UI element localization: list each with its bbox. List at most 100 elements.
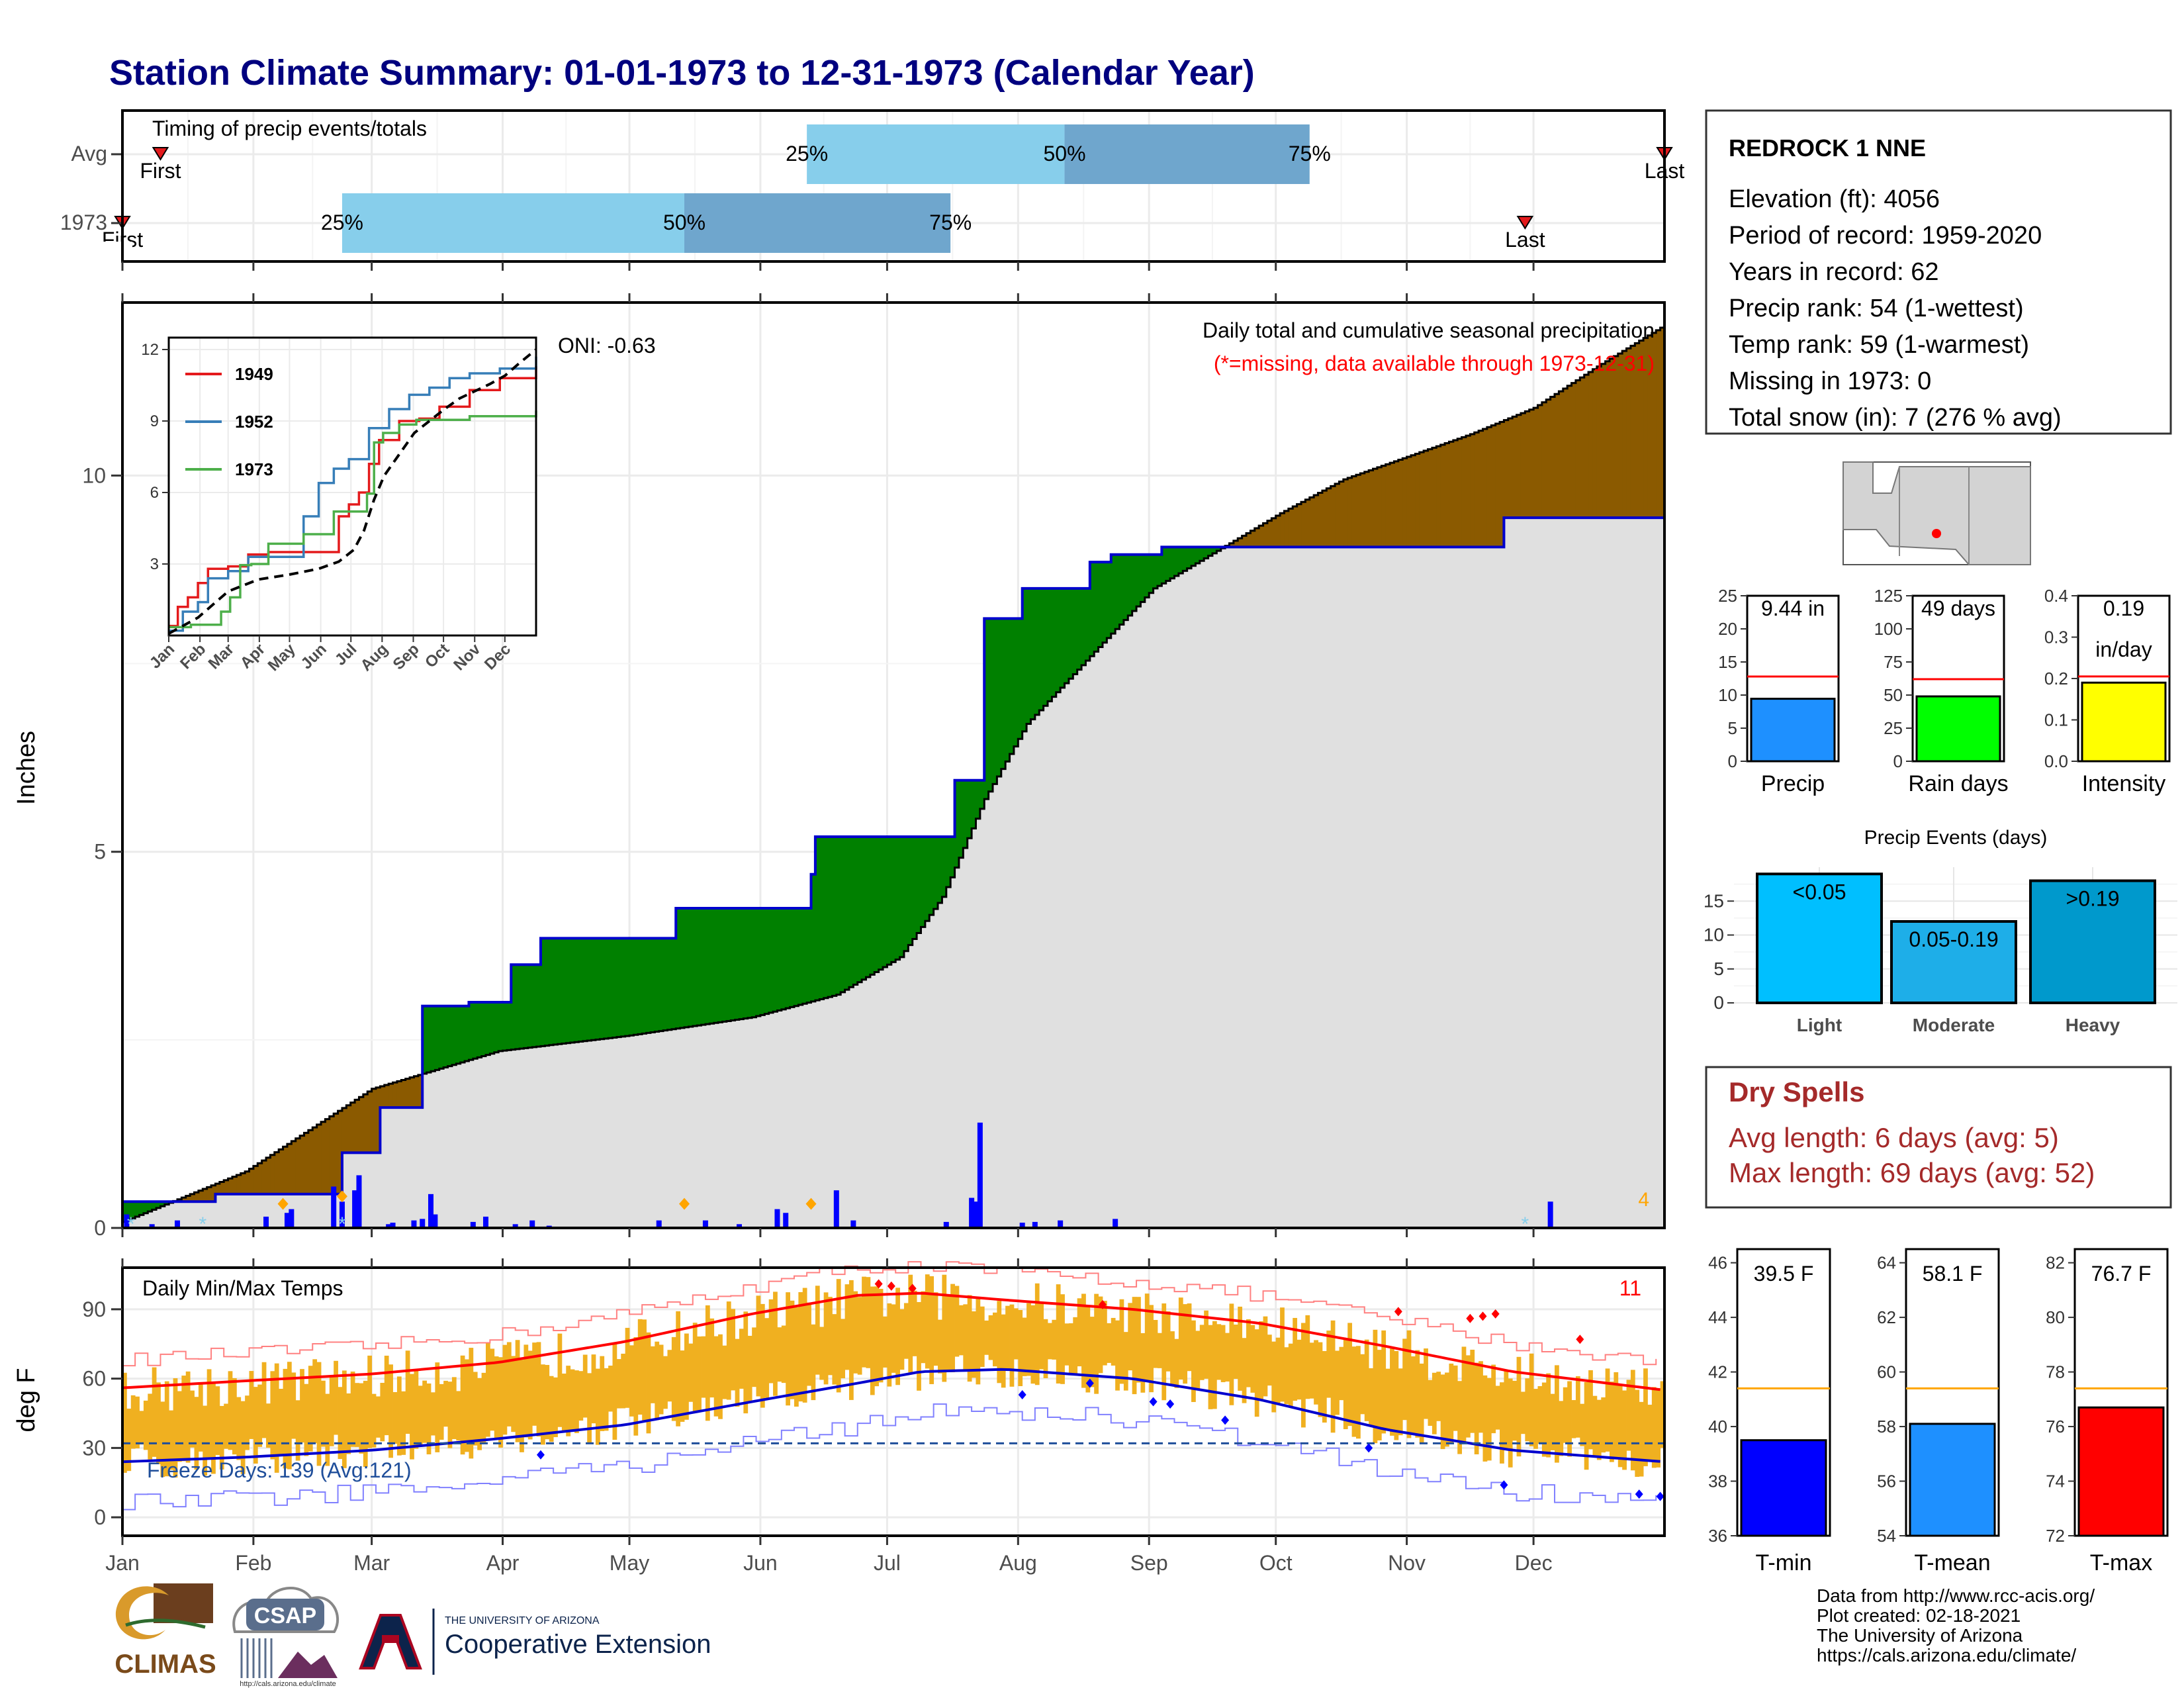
daily-temp-bar: [1550, 1393, 1555, 1450]
daily-precip-bar: [339, 1201, 345, 1228]
daily-temp-bar: [988, 1315, 993, 1360]
below-average-fill: [274, 1152, 279, 1194]
daily-temp-bar: [1077, 1298, 1082, 1367]
ua-small-text: THE UNIVERSITY OF ARIZONA: [445, 1615, 600, 1626]
temp-value-label: 58.1 F: [1923, 1262, 1983, 1286]
temp-y-tick: 78: [2046, 1362, 2065, 1382]
month-label: Dec: [1515, 1551, 1553, 1575]
daily-temp-bar: [642, 1319, 647, 1422]
daily-temp-bar: [722, 1345, 727, 1399]
record-low-marker: [536, 1450, 545, 1460]
below-average-fill: [1406, 457, 1412, 547]
daily-temp-bar: [629, 1345, 634, 1417]
daily-temp-bar: [979, 1306, 985, 1367]
summary-y-tick: 20: [1718, 619, 1737, 639]
above-average-fill: [536, 964, 541, 1047]
precip-panel-title: Daily total and cumulative seasonal prec…: [1203, 318, 1655, 342]
above-average-fill: [520, 964, 525, 1049]
daily-precip-bar: [411, 1220, 417, 1228]
above-average-fill: [866, 836, 871, 978]
temp-y-tick: 56: [1877, 1472, 1896, 1491]
daily-precip-bar: [428, 1194, 433, 1228]
daily-temp-bar: [1635, 1389, 1640, 1477]
below-average-fill: [414, 1076, 419, 1108]
map-states: [1843, 461, 2031, 565]
month-label: Jul: [874, 1551, 901, 1575]
daily-temp-bar: [1009, 1304, 1015, 1387]
daily-temp-bar: [1056, 1284, 1061, 1384]
summary-y-tick: 0: [1728, 751, 1737, 771]
below-average-fill: [1288, 508, 1293, 547]
inset-series-1973: [169, 410, 537, 629]
daily-temp-bar: [1157, 1333, 1162, 1368]
above-average-fill: [1191, 547, 1197, 566]
daily-temp-bar: [1085, 1305, 1091, 1393]
above-average-fill: [143, 1201, 148, 1213]
first-label: First: [140, 159, 181, 183]
above-average-fill: [1056, 588, 1061, 692]
events-y-tick: 15: [1704, 890, 1724, 911]
daily-temp-bar: [371, 1393, 377, 1448]
daily-temp-bar: [1592, 1395, 1598, 1456]
daily-precip-bar: [973, 1201, 979, 1228]
daily-temp-bar: [1242, 1338, 1247, 1403]
daily-precip-bar: [774, 1209, 780, 1228]
record-marker: [805, 1197, 817, 1210]
above-average-fill: [1068, 588, 1073, 679]
daily-temp-bar: [316, 1362, 322, 1466]
daily-precip-bar: [1032, 1221, 1038, 1228]
above-average-fill: [883, 836, 888, 967]
summary-label: Rain days: [1908, 771, 2008, 796]
daily-temp-bar: [1073, 1317, 1078, 1376]
freeze-days-label: Freeze Days: 139 (Avg:121): [147, 1458, 412, 1482]
daily-temp-bar: [709, 1318, 715, 1398]
above-average-fill: [848, 836, 854, 988]
summary-y-tick: 0.4: [2044, 586, 2068, 606]
below-average-fill: [215, 1184, 220, 1194]
record-count: 11: [1619, 1276, 1641, 1300]
daily-temp-bar: [540, 1364, 545, 1445]
daily-temp-bar: [1465, 1355, 1471, 1438]
daily-temp-bar: [950, 1284, 955, 1372]
oni-label: ONI: -0.63: [558, 334, 656, 357]
above-average-fill: [1098, 562, 1103, 647]
daily-temp-bar: [143, 1400, 148, 1450]
daily-precip-bar: [969, 1197, 975, 1228]
daily-temp-bar: [570, 1369, 575, 1430]
daily-temp-bar: [1605, 1368, 1610, 1452]
y-tick-label: 0: [94, 1505, 106, 1529]
daily-temp-bar: [481, 1372, 486, 1444]
below-average-fill: [418, 1074, 423, 1108]
daily-temp-bar: [1034, 1283, 1040, 1385]
daily-temp-bar: [1588, 1370, 1593, 1450]
above-average-fill: [1077, 588, 1082, 670]
daily-temp-bar: [768, 1299, 774, 1383]
csap-logo-text: CSAP: [254, 1603, 316, 1628]
inset-month-label: Jul: [332, 640, 361, 669]
daily-temp-bar: [236, 1397, 242, 1460]
daily-temp-bar: [392, 1392, 398, 1444]
daily-temp-bar: [527, 1350, 533, 1440]
dry-spells-max: Max length: 69 days (avg: 52): [1729, 1157, 2095, 1188]
daily-temp-bar: [578, 1371, 584, 1421]
daily-temp-bar: [625, 1327, 630, 1408]
timing-bar-50-75: [684, 193, 951, 253]
below-average-fill: [1470, 434, 1475, 547]
daily-temp-bar: [1508, 1378, 1513, 1468]
below-average-fill: [1656, 330, 1661, 518]
daily-temp-bar: [414, 1369, 419, 1449]
daily-temp-bar: [232, 1378, 237, 1455]
above-average-fill: [903, 836, 909, 951]
daily-temp-bar: [646, 1332, 651, 1434]
above-average-fill: [984, 618, 989, 800]
daily-temp-bar: [1170, 1331, 1175, 1385]
station-line: Missing in 1973: 0: [1729, 367, 1931, 395]
above-average-fill: [1183, 547, 1188, 571]
daily-precip-bar: [352, 1190, 358, 1228]
record-high-marker: [1479, 1311, 1487, 1321]
daily-temp-bar: [655, 1341, 660, 1421]
daily-temp-bar: [1601, 1397, 1606, 1453]
below-average-fill: [291, 1141, 296, 1194]
above-average-fill: [667, 938, 672, 1030]
